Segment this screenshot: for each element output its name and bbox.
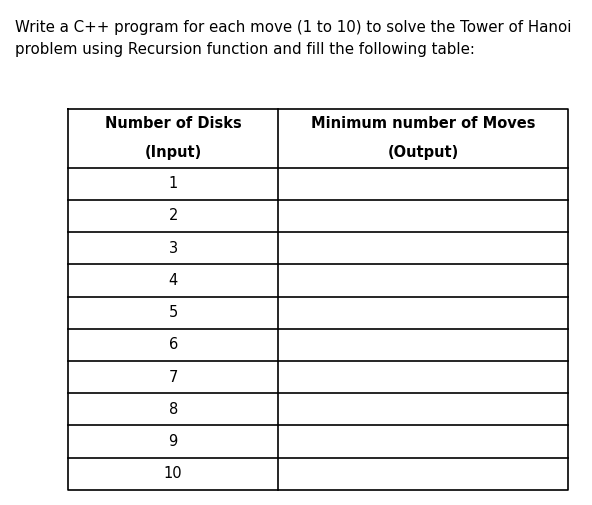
Text: 8: 8 <box>169 402 178 417</box>
Text: 5: 5 <box>169 305 178 320</box>
Text: 7: 7 <box>169 370 178 385</box>
Text: 1: 1 <box>169 176 178 191</box>
Text: Write a C++ program for each move (1 to 10) to solve the Tower of Hanoi
problem : Write a C++ program for each move (1 to … <box>15 20 571 58</box>
Text: 4: 4 <box>169 273 178 288</box>
Text: 2: 2 <box>169 209 178 224</box>
Text: 9: 9 <box>169 434 178 449</box>
Text: 6: 6 <box>169 337 178 352</box>
Text: 3: 3 <box>169 241 178 256</box>
Text: (Input): (Input) <box>144 145 202 160</box>
Text: Minimum number of Moves: Minimum number of Moves <box>311 117 536 131</box>
Text: (Output): (Output) <box>388 145 459 160</box>
Text: Number of Disks: Number of Disks <box>105 117 242 131</box>
Text: 10: 10 <box>164 466 182 481</box>
